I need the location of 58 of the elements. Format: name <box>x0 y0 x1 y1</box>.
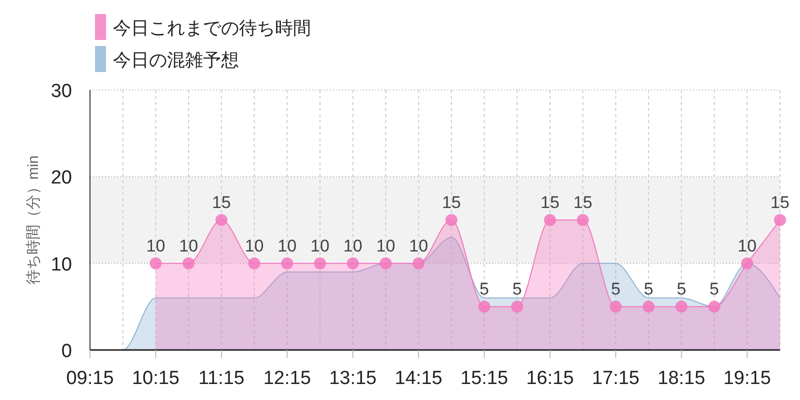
data-label: 10 <box>310 236 330 256</box>
data-label: 5 <box>644 280 654 299</box>
data-label: 10 <box>343 236 362 256</box>
point <box>248 257 260 270</box>
x-tick-label: 13:15 <box>329 368 377 389</box>
data-label: 10 <box>738 236 757 256</box>
point <box>215 214 228 226</box>
point <box>314 257 326 270</box>
data-label: 10 <box>376 236 396 256</box>
point <box>182 257 195 270</box>
x-tick-label: 18:15 <box>658 368 706 389</box>
point <box>576 214 589 226</box>
data-label: 10 <box>146 236 166 256</box>
point <box>642 300 655 313</box>
data-label: 10 <box>409 236 428 256</box>
point <box>774 214 786 226</box>
x-tick-label: 16:15 <box>526 368 574 389</box>
data-label: 10 <box>179 236 198 256</box>
legend-label: 今日の混雑予想 <box>113 50 239 70</box>
point <box>610 300 622 313</box>
x-tick-label: 19:15 <box>723 368 771 389</box>
x-tick-label: 09:15 <box>66 368 114 389</box>
point <box>741 257 754 270</box>
data-label: 5 <box>512 280 522 299</box>
point <box>478 300 490 313</box>
data-label: 5 <box>480 280 490 299</box>
point <box>445 214 458 226</box>
x-tick-label: 17:15 <box>592 368 640 389</box>
point <box>412 257 425 270</box>
data-label: 15 <box>573 193 592 212</box>
x-tick-label: 10:15 <box>132 368 180 389</box>
data-label: 5 <box>676 280 686 299</box>
data-label: 15 <box>212 193 231 212</box>
point <box>675 300 688 313</box>
y-tick-label: 10 <box>50 254 72 276</box>
data-label: 5 <box>710 280 720 299</box>
data-label: 15 <box>540 193 560 212</box>
y-tick-label: 0 <box>61 341 72 362</box>
data-label: 5 <box>610 280 620 299</box>
point <box>544 214 556 226</box>
y-axis-title: 待ち時間（分）min <box>25 155 42 285</box>
data-label: 15 <box>442 193 461 212</box>
data-label: 10 <box>278 236 297 256</box>
data-label: 10 <box>244 236 264 256</box>
x-tick-label: 11:15 <box>198 368 244 389</box>
point <box>511 300 524 313</box>
x-tick-label: 15:15 <box>460 368 508 389</box>
legend-label: 今日これまでの待ち時間 <box>113 18 311 38</box>
x-tick-label: 12:15 <box>263 368 311 389</box>
y-tick-label: 30 <box>50 81 72 102</box>
point <box>150 257 162 270</box>
point <box>281 257 294 270</box>
point <box>380 257 392 270</box>
point <box>708 300 720 313</box>
y-tick-label: 20 <box>50 168 72 189</box>
data-label: 15 <box>770 193 790 212</box>
point <box>346 257 359 270</box>
x-tick-label: 14:15 <box>394 368 442 389</box>
